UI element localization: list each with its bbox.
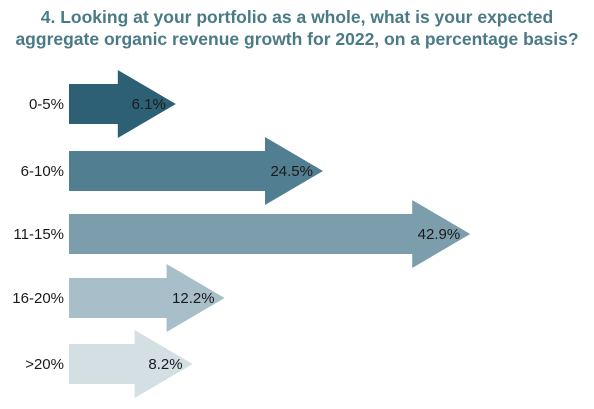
chart-title: 4. Looking at your portfolio as a whole,… — [0, 6, 594, 50]
category-label-4: >20% — [25, 356, 64, 373]
value-label-0: 6.1% — [132, 96, 166, 113]
category-label-0: 0-5% — [29, 96, 64, 113]
arrow-bar-3 — [69, 264, 225, 332]
value-label-1: 24.5% — [270, 163, 313, 180]
chart-title-line-1: 4. Looking at your portfolio as a whole,… — [40, 7, 554, 27]
value-label-2: 42.9% — [418, 226, 461, 243]
arrow-bar-0 — [69, 70, 176, 138]
chart-title-line-2: aggregate organic revenue growth for 202… — [15, 29, 579, 49]
value-label-4: 8.2% — [148, 356, 182, 373]
arrow-bar-2 — [69, 200, 471, 268]
category-label-2: 11-15% — [13, 226, 64, 243]
value-label-3: 12.2% — [172, 290, 215, 307]
category-label-3: 16-20% — [12, 290, 64, 307]
arrow-bar-4 — [69, 330, 193, 398]
category-label-1: 6-10% — [21, 163, 64, 180]
arrow-bar-1 — [69, 137, 323, 205]
